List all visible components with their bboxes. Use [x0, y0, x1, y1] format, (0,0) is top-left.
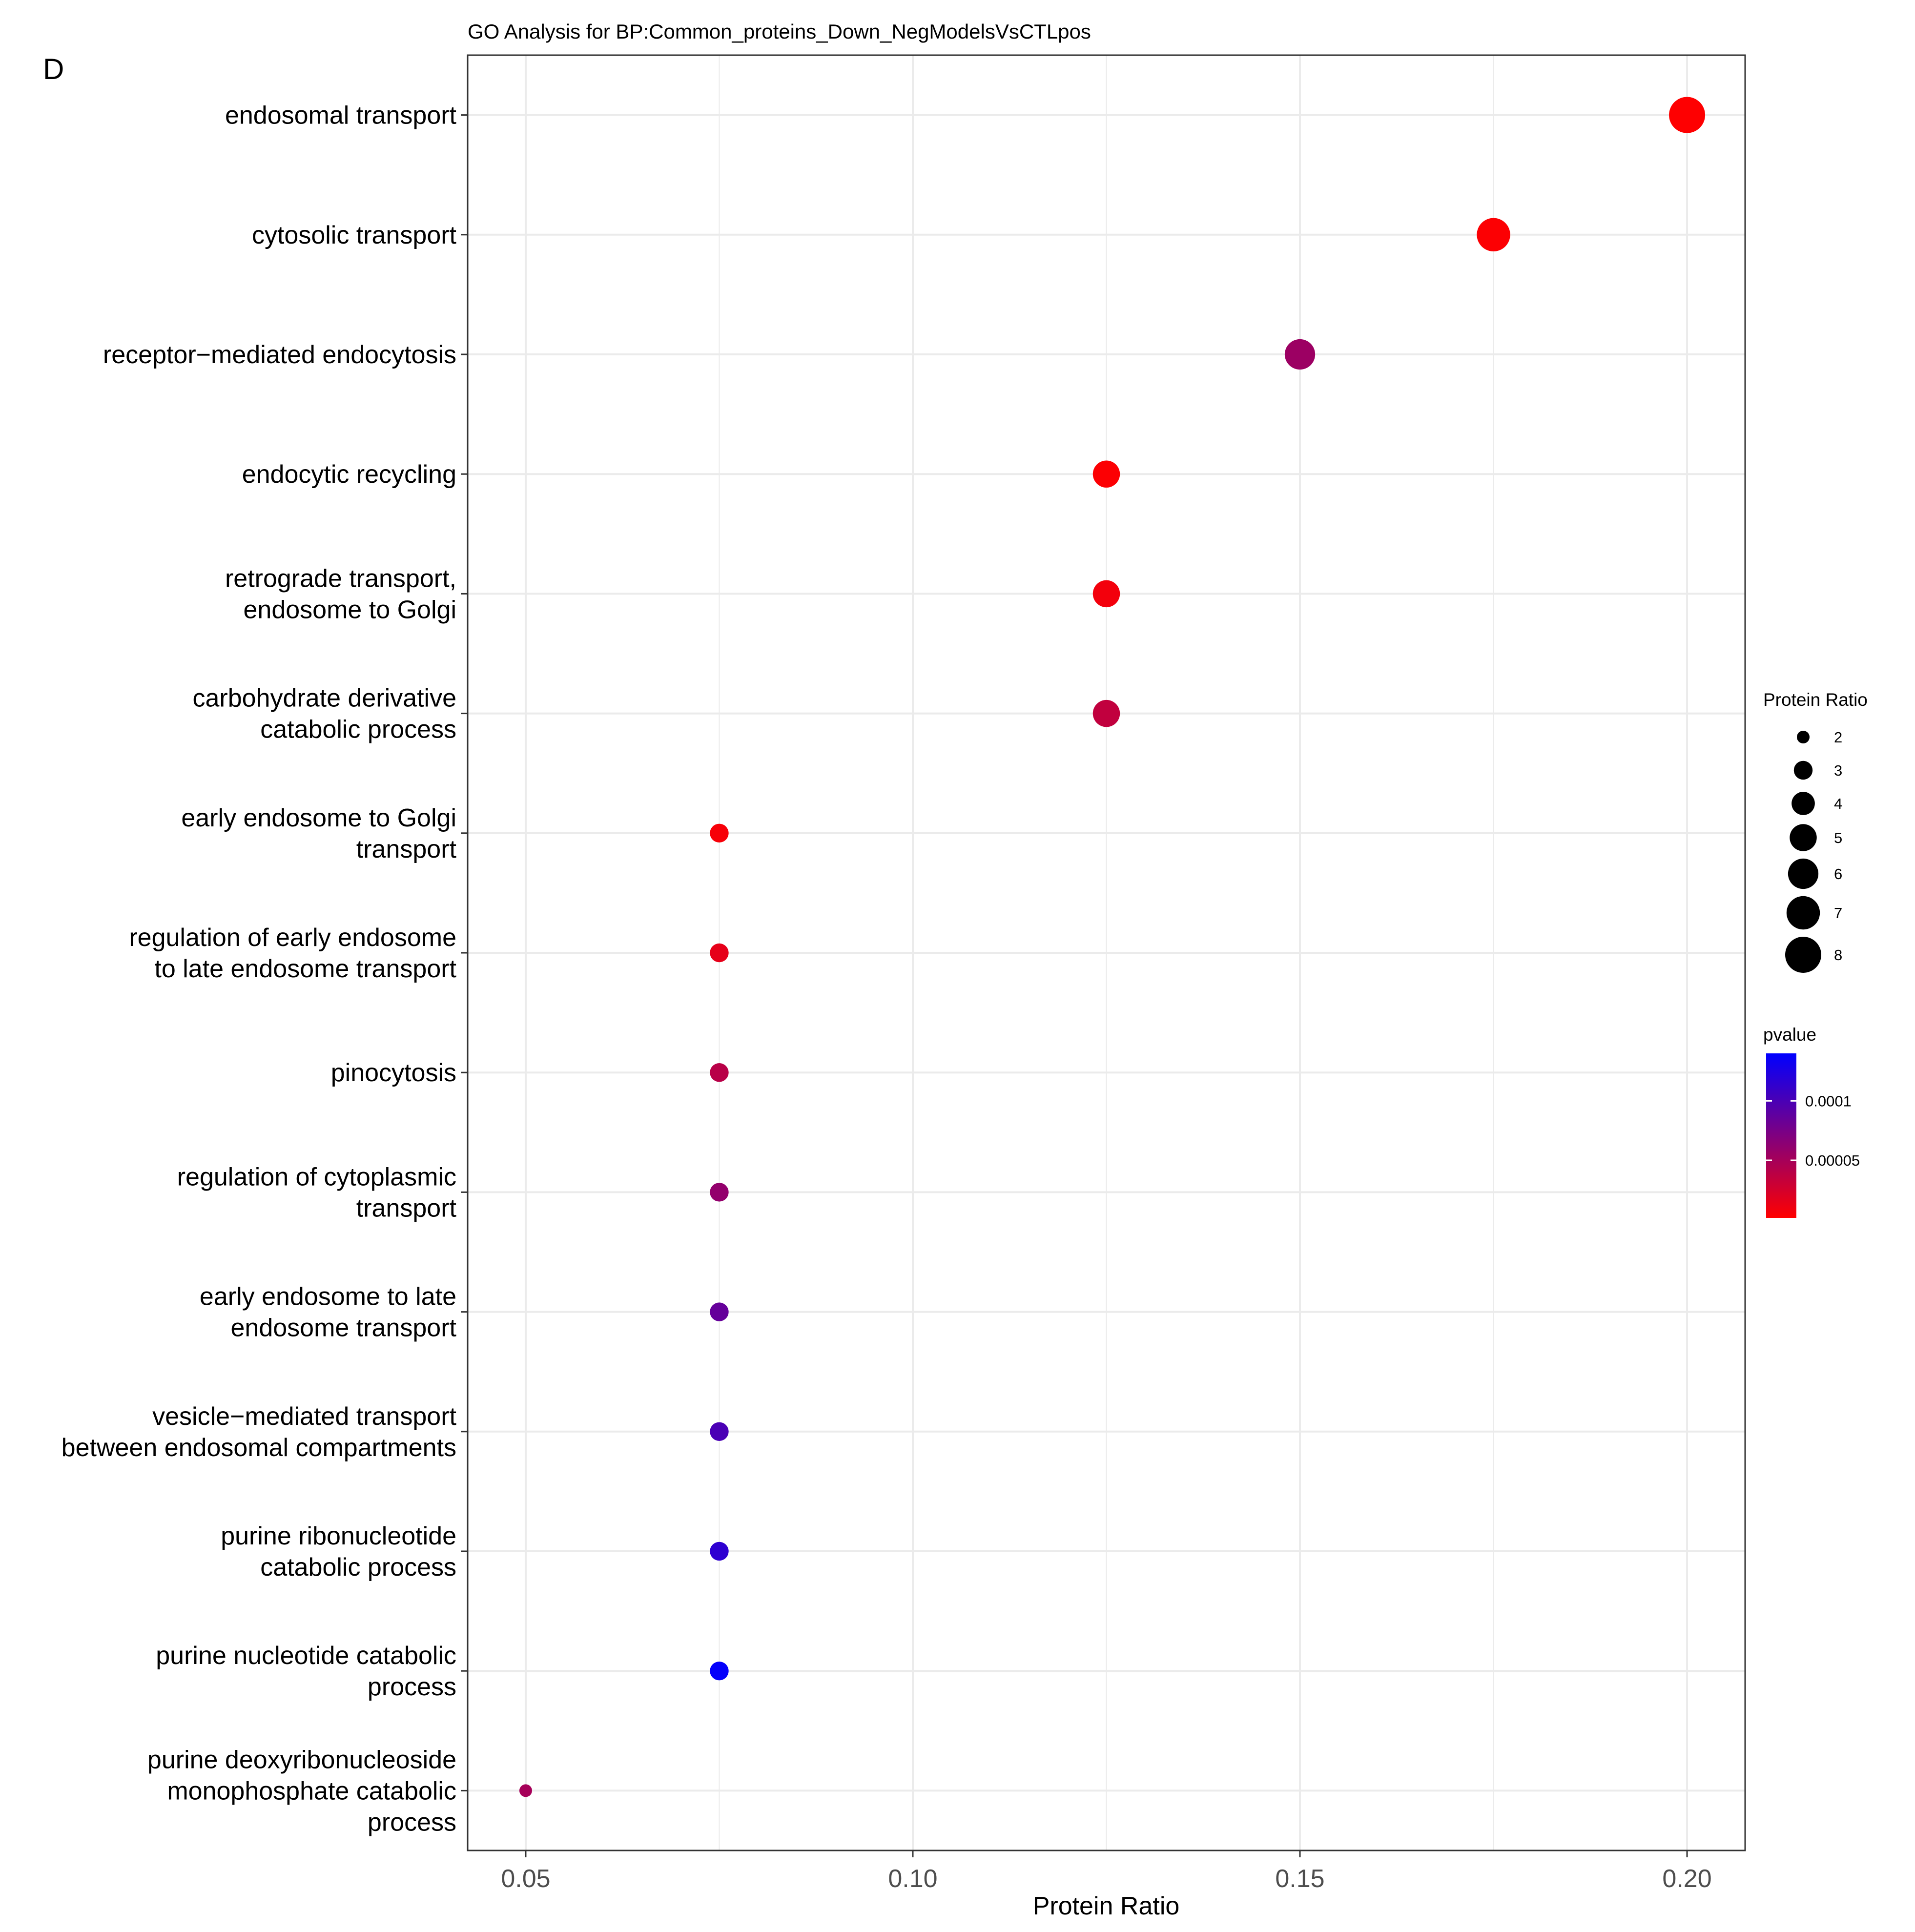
size-legend-label: 8	[1834, 946, 1842, 964]
color-legend-bar	[1766, 1053, 1796, 1218]
chart-title: GO Analysis for BP:Common_proteins_Down_…	[468, 20, 1091, 43]
y-tick-label: endocytic recycling	[242, 460, 456, 489]
y-tick-label: receptor−mediated endocytosis	[103, 341, 456, 369]
size-legend-key	[1785, 937, 1821, 973]
data-point	[710, 1302, 729, 1321]
data-point	[1092, 699, 1120, 727]
y-axis: endosomal transport cytosolic transport re…	[62, 102, 468, 1836]
y-tick-label: pinocytosis	[331, 1059, 456, 1087]
data-point	[1477, 218, 1510, 251]
color-legend-title: pvalue	[1763, 1025, 1816, 1045]
legend: Protein Ratio 2 3 4 5 6 7 8 pvalue 0.00005 0.0001	[1763, 690, 1868, 1218]
size-legend-label: 6	[1834, 865, 1842, 883]
size-legend-label: 4	[1834, 795, 1842, 812]
size-legend-key	[1791, 792, 1815, 815]
y-tick-label: retrograde transport, endosome to Golgi	[225, 564, 456, 624]
size-legend-key	[1788, 858, 1819, 889]
y-tick-label: cytosolic transport	[252, 221, 457, 249]
y-tick-label: regulation of cytoplasmic transport	[177, 1163, 457, 1222]
data-point	[710, 943, 729, 963]
data-point	[710, 1541, 729, 1561]
data-point	[710, 1661, 729, 1681]
data-point	[1284, 339, 1316, 370]
size-legend-label: 2	[1834, 729, 1842, 746]
color-legend-label: 0.0001	[1805, 1092, 1852, 1110]
y-tick-label: purine ribonucleotide catabolic process	[221, 1522, 456, 1582]
y-tick-label: early endosome to late endosome transport	[200, 1283, 457, 1342]
y-tick-label: purine deoxyribonucleoside monophosphate …	[147, 1746, 456, 1836]
y-tick-label: vesicle−mediated transport between endoso…	[62, 1402, 457, 1462]
y-tick-label: early endosome to Golgi transport	[181, 804, 456, 863]
size-legend-key	[1786, 896, 1820, 930]
size-legend-key	[1797, 731, 1810, 743]
x-axis: 0.05 0.10 0.15 0.20	[501, 1850, 1712, 1893]
color-legend-label: 0.00005	[1805, 1152, 1860, 1169]
data-point	[1092, 580, 1120, 608]
size-legend-title: Protein Ratio	[1763, 690, 1868, 710]
size-legend-label: 7	[1834, 904, 1842, 922]
size-legend-key	[1793, 760, 1813, 780]
size-legend-label: 5	[1834, 829, 1842, 846]
size-legend-label: 3	[1834, 762, 1842, 779]
x-tick-label: 0.20	[1662, 1865, 1711, 1893]
panel-label: D	[43, 53, 64, 85]
y-tick-label: endosomal transport	[225, 102, 457, 130]
y-tick-label: regulation of early endosome to late endo…	[129, 924, 456, 983]
size-legend-key	[1790, 824, 1817, 851]
x-tick-label: 0.10	[888, 1865, 937, 1893]
data-point	[710, 823, 729, 843]
x-axis-title: Protein Ratio	[1033, 1892, 1180, 1920]
data-point	[1669, 97, 1706, 133]
data-point	[1092, 460, 1120, 488]
data-points	[519, 97, 1706, 1797]
data-point	[710, 1063, 729, 1082]
data-point	[519, 1784, 532, 1797]
y-tick-label: purine nucleotide catabolic process	[156, 1642, 456, 1701]
data-point	[710, 1183, 729, 1202]
x-tick-label: 0.05	[501, 1865, 550, 1893]
y-tick-label: carbohydrate derivative catabolic process	[192, 684, 456, 744]
x-tick-label: 0.15	[1275, 1865, 1324, 1893]
data-point	[710, 1422, 729, 1441]
